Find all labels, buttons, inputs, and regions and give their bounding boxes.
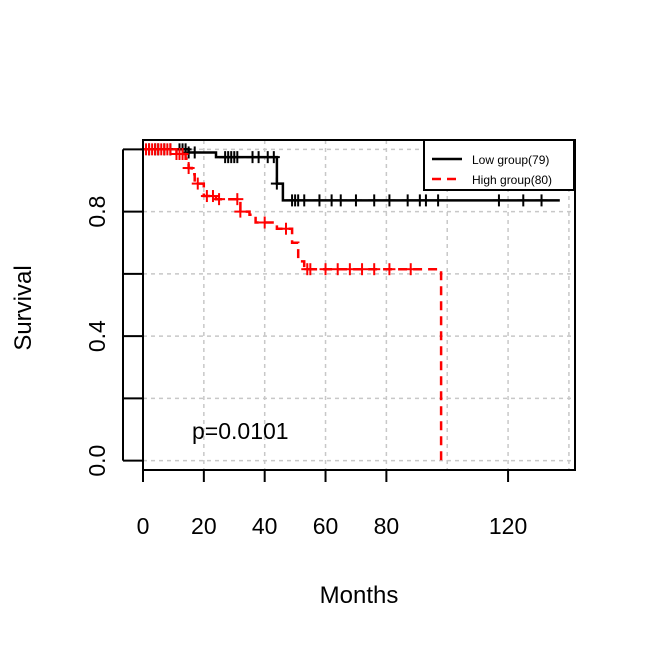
x-axis-label: Months xyxy=(320,582,399,609)
x-tick-label: 0 xyxy=(137,513,150,539)
series-line-1 xyxy=(143,148,443,461)
legend: Low group(79) High group(80) xyxy=(423,139,575,191)
y-tick-label: 0.0 xyxy=(84,445,110,477)
p-value-annotation: p=0.0101 xyxy=(192,418,289,444)
x-tick-label: 60 xyxy=(313,513,339,539)
x-tick-label: 80 xyxy=(374,513,400,539)
x-tick-label: 20 xyxy=(191,513,217,539)
x-tick-label: 40 xyxy=(252,513,278,539)
y-tick-label: 0.8 xyxy=(84,196,110,228)
x-tick-label: 120 xyxy=(489,513,527,539)
y-axis-label: Survival xyxy=(10,265,37,350)
series-layer xyxy=(140,143,560,461)
legend-label-high: High group(80) xyxy=(472,173,552,187)
legend-label-low: Low group(79) xyxy=(472,153,549,167)
y-tick-label: 0.4 xyxy=(84,320,110,352)
legend-box xyxy=(423,139,575,191)
axis-layer: 0 20 40 60 80 120 0.0 0.4 0.8 xyxy=(84,148,527,539)
